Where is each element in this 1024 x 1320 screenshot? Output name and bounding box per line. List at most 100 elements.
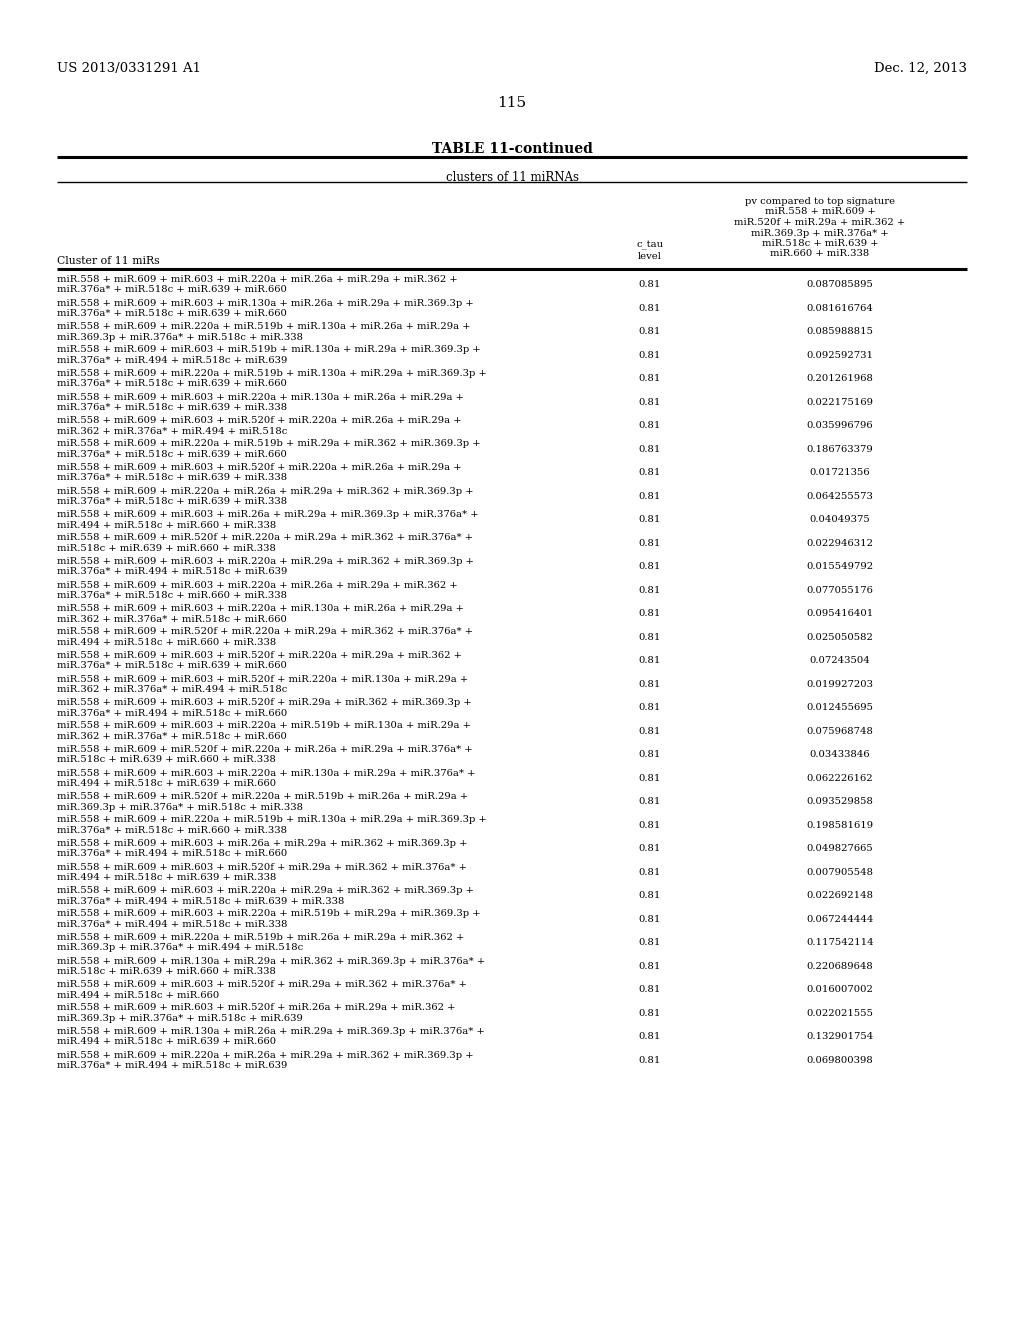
- Text: miR.558 + miR.609 + miR.220a + miR.519b + miR.130a + miR.29a + miR.369.3p +: miR.558 + miR.609 + miR.220a + miR.519b …: [57, 816, 486, 825]
- Text: 0.022692148: 0.022692148: [807, 891, 873, 900]
- Text: 0.81: 0.81: [639, 469, 662, 478]
- Text: 0.81: 0.81: [639, 750, 662, 759]
- Text: miR.520f + miR.29a + miR.362 +: miR.520f + miR.29a + miR.362 +: [734, 218, 905, 227]
- Text: 0.022946312: 0.022946312: [807, 539, 873, 548]
- Text: miR.558 + miR.609 + miR.520f + miR.220a + miR.26a + miR.29a + miR.376a* +: miR.558 + miR.609 + miR.520f + miR.220a …: [57, 744, 473, 754]
- Text: 0.81: 0.81: [639, 1056, 662, 1065]
- Text: 0.081616764: 0.081616764: [807, 304, 873, 313]
- Text: 0.81: 0.81: [639, 586, 662, 595]
- Text: level: level: [638, 252, 662, 261]
- Text: 0.81: 0.81: [639, 327, 662, 337]
- Text: miR.518c + miR.639 +: miR.518c + miR.639 +: [762, 239, 879, 248]
- Text: miR.558 + miR.609 + miR.603 + miR.220a + miR.29a + miR.362 + miR.369.3p +: miR.558 + miR.609 + miR.603 + miR.220a +…: [57, 557, 474, 566]
- Text: clusters of 11 miRNAs: clusters of 11 miRNAs: [445, 172, 579, 183]
- Text: miR.369.3p + miR.376a* + miR.518c + miR.338: miR.369.3p + miR.376a* + miR.518c + miR.…: [57, 803, 303, 812]
- Text: pv compared to top signature: pv compared to top signature: [744, 197, 895, 206]
- Text: c_tau: c_tau: [637, 242, 664, 251]
- Text: 0.022021555: 0.022021555: [807, 1008, 873, 1018]
- Text: miR.558 + miR.609 + miR.603 + miR.220a + miR.519b + miR.29a + miR.369.3p +: miR.558 + miR.609 + miR.603 + miR.220a +…: [57, 909, 480, 919]
- Text: miR.558 + miR.609 + miR.603 + miR.220a + miR.26a + miR.29a + miR.362 +: miR.558 + miR.609 + miR.603 + miR.220a +…: [57, 581, 458, 590]
- Text: miR.558 + miR.609 + miR.520f + miR.220a + miR.29a + miR.362 + miR.376a* +: miR.558 + miR.609 + miR.520f + miR.220a …: [57, 627, 473, 636]
- Text: 0.81: 0.81: [639, 280, 662, 289]
- Text: miR.518c + miR.639 + miR.660 + miR.338: miR.518c + miR.639 + miR.660 + miR.338: [57, 544, 275, 553]
- Text: miR.376a* + miR.494 + miR.518c + miR.639: miR.376a* + miR.494 + miR.518c + miR.639: [57, 356, 288, 366]
- Text: 0.015549792: 0.015549792: [807, 562, 873, 572]
- Text: miR.376a* + miR.518c + miR.639 + miR.660: miR.376a* + miR.518c + miR.639 + miR.660: [57, 661, 287, 671]
- Text: miR.376a* + miR.518c + miR.639 + miR.660: miR.376a* + miR.518c + miR.639 + miR.660: [57, 309, 287, 318]
- Text: miR.558 + miR.609 + miR.603 + miR.220a + miR.130a + miR.26a + miR.29a +: miR.558 + miR.609 + miR.603 + miR.220a +…: [57, 392, 464, 401]
- Text: 0.81: 0.81: [639, 867, 662, 876]
- Text: 0.186763379: 0.186763379: [807, 445, 873, 454]
- Text: miR.558 + miR.609 + miR.220a + miR.519b + miR.130a + miR.29a + miR.369.3p +: miR.558 + miR.609 + miR.220a + miR.519b …: [57, 370, 486, 378]
- Text: 0.81: 0.81: [639, 304, 662, 313]
- Text: 0.132901754: 0.132901754: [806, 1032, 873, 1041]
- Text: 0.81: 0.81: [639, 1032, 662, 1041]
- Text: US 2013/0331291 A1: US 2013/0331291 A1: [57, 62, 201, 75]
- Text: 0.062226162: 0.062226162: [807, 774, 873, 783]
- Text: 0.220689648: 0.220689648: [807, 962, 873, 970]
- Text: miR.494 + miR.518c + miR.660: miR.494 + miR.518c + miR.660: [57, 990, 219, 999]
- Text: miR.558 + miR.609 + miR.603 + miR.220a + miR.519b + miR.130a + miR.29a +: miR.558 + miR.609 + miR.603 + miR.220a +…: [57, 722, 471, 730]
- Text: 0.81: 0.81: [639, 351, 662, 360]
- Text: 0.81: 0.81: [639, 492, 662, 500]
- Text: miR.376a* + miR.518c + miR.660 + miR.338: miR.376a* + miR.518c + miR.660 + miR.338: [57, 591, 287, 601]
- Text: 0.81: 0.81: [639, 397, 662, 407]
- Text: miR.558 + miR.609 + miR.220a + miR.26a + miR.29a + miR.362 + miR.369.3p +: miR.558 + miR.609 + miR.220a + miR.26a +…: [57, 1051, 473, 1060]
- Text: 0.81: 0.81: [639, 680, 662, 689]
- Text: 0.81: 0.81: [639, 915, 662, 924]
- Text: miR.558 + miR.609 + miR.603 + miR.520f + miR.29a + miR.362 + miR.376a* +: miR.558 + miR.609 + miR.603 + miR.520f +…: [57, 979, 467, 989]
- Text: 0.81: 0.81: [639, 797, 662, 807]
- Text: 0.007905548: 0.007905548: [807, 867, 873, 876]
- Text: miR.494 + miR.518c + miR.639 + miR.660: miR.494 + miR.518c + miR.639 + miR.660: [57, 1038, 276, 1047]
- Text: miR.558 + miR.609 + miR.603 + miR.520f + miR.220a + miR.130a + miR.29a +: miR.558 + miR.609 + miR.603 + miR.520f +…: [57, 675, 468, 684]
- Text: 0.077055176: 0.077055176: [807, 586, 873, 595]
- Text: miR.558 + miR.609 + miR.603 + miR.220a + miR.29a + miR.362 + miR.369.3p +: miR.558 + miR.609 + miR.603 + miR.220a +…: [57, 886, 474, 895]
- Text: 0.81: 0.81: [639, 539, 662, 548]
- Text: 0.07243504: 0.07243504: [810, 656, 870, 665]
- Text: miR.558 + miR.609 + miR.603 + miR.520f + miR.220a + miR.26a + miR.29a +: miR.558 + miR.609 + miR.603 + miR.520f +…: [57, 463, 462, 473]
- Text: miR.558 + miR.609 + miR.603 + miR.220a + miR.130a + miR.29a + miR.376a* +: miR.558 + miR.609 + miR.603 + miR.220a +…: [57, 768, 475, 777]
- Text: 0.075968748: 0.075968748: [807, 727, 873, 735]
- Text: miR.376a* + miR.494 + miR.518c + miR.660: miR.376a* + miR.494 + miR.518c + miR.660: [57, 850, 288, 858]
- Text: 0.198581619: 0.198581619: [807, 821, 873, 830]
- Text: miR.376a* + miR.518c + miR.639 + miR.338: miR.376a* + miR.518c + miR.639 + miR.338: [57, 474, 287, 483]
- Text: miR.494 + miR.518c + miR.639 + miR.338: miR.494 + miR.518c + miR.639 + miR.338: [57, 873, 276, 882]
- Text: 0.085988815: 0.085988815: [807, 327, 873, 337]
- Text: miR.558 + miR.609 + miR.603 + miR.520f + miR.26a + miR.29a + miR.362 +: miR.558 + miR.609 + miR.603 + miR.520f +…: [57, 1003, 456, 1012]
- Text: 0.095416401: 0.095416401: [806, 610, 873, 618]
- Text: 0.81: 0.81: [639, 821, 662, 830]
- Text: 0.81: 0.81: [639, 985, 662, 994]
- Text: 0.81: 0.81: [639, 632, 662, 642]
- Text: 0.81: 0.81: [639, 656, 662, 665]
- Text: miR.376a* + miR.518c + miR.639 + miR.338: miR.376a* + miR.518c + miR.639 + miR.338: [57, 403, 287, 412]
- Text: miR.376a* + miR.518c + miR.639 + miR.660: miR.376a* + miR.518c + miR.639 + miR.660: [57, 450, 287, 459]
- Text: miR.362 + miR.376a* + miR.494 + miR.518c: miR.362 + miR.376a* + miR.494 + miR.518c: [57, 426, 288, 436]
- Text: 0.81: 0.81: [639, 562, 662, 572]
- Text: miR.558 + miR.609 + miR.220a + miR.26a + miR.29a + miR.362 + miR.369.3p +: miR.558 + miR.609 + miR.220a + miR.26a +…: [57, 487, 473, 495]
- Text: 0.81: 0.81: [639, 445, 662, 454]
- Text: 0.81: 0.81: [639, 727, 662, 735]
- Text: miR.376a* + miR.494 + miR.518c + miR.639: miR.376a* + miR.494 + miR.518c + miR.639: [57, 1061, 288, 1071]
- Text: miR.558 + miR.609 + miR.130a + miR.29a + miR.362 + miR.369.3p + miR.376a* +: miR.558 + miR.609 + miR.130a + miR.29a +…: [57, 957, 485, 965]
- Text: 0.03433846: 0.03433846: [810, 750, 870, 759]
- Text: miR.558 + miR.609 + miR.603 + miR.220a + miR.130a + miR.26a + miR.29a +: miR.558 + miR.609 + miR.603 + miR.220a +…: [57, 605, 464, 612]
- Text: miR.494 + miR.518c + miR.639 + miR.660: miR.494 + miR.518c + miR.639 + miR.660: [57, 779, 276, 788]
- Text: miR.494 + miR.518c + miR.660 + miR.338: miR.494 + miR.518c + miR.660 + miR.338: [57, 638, 276, 647]
- Text: 0.064255573: 0.064255573: [807, 492, 873, 500]
- Text: 0.81: 0.81: [639, 845, 662, 853]
- Text: 0.04049375: 0.04049375: [810, 515, 870, 524]
- Text: 0.81: 0.81: [639, 891, 662, 900]
- Text: miR.558 + miR.609 + miR.603 + miR.520f + miR.29a + miR.362 + miR.376a* +: miR.558 + miR.609 + miR.603 + miR.520f +…: [57, 862, 467, 871]
- Text: miR.494 + miR.518c + miR.660 + miR.338: miR.494 + miR.518c + miR.660 + miR.338: [57, 520, 276, 529]
- Text: 0.016007002: 0.016007002: [807, 985, 873, 994]
- Text: 0.81: 0.81: [639, 421, 662, 430]
- Text: 0.81: 0.81: [639, 375, 662, 383]
- Text: miR.558 + miR.609 + miR.603 + miR.520f + miR.220a + miR.29a + miR.362 +: miR.558 + miR.609 + miR.603 + miR.520f +…: [57, 651, 462, 660]
- Text: 0.81: 0.81: [639, 610, 662, 618]
- Text: 0.087085895: 0.087085895: [807, 280, 873, 289]
- Text: TABLE 11-continued: TABLE 11-continued: [431, 143, 593, 156]
- Text: miR.376a* + miR.518c + miR.639 + miR.660: miR.376a* + miR.518c + miR.639 + miR.660: [57, 285, 287, 294]
- Text: 115: 115: [498, 96, 526, 110]
- Text: 0.81: 0.81: [639, 515, 662, 524]
- Text: 0.81: 0.81: [639, 962, 662, 970]
